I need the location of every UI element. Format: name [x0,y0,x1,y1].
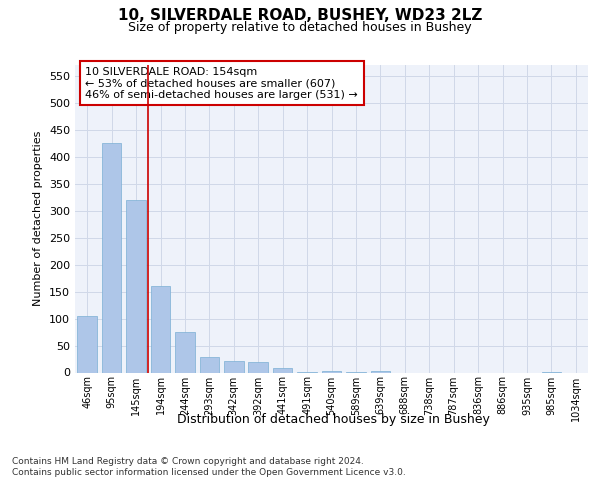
Bar [175,332,194,372]
Bar [322,371,341,372]
Bar [151,286,170,372]
Bar [248,362,268,372]
Text: 10, SILVERDALE ROAD, BUSHEY, WD23 2LZ: 10, SILVERDALE ROAD, BUSHEY, WD23 2LZ [118,8,482,22]
Y-axis label: Number of detached properties: Number of detached properties [34,131,43,306]
Text: 10 SILVERDALE ROAD: 154sqm
← 53% of detached houses are smaller (607)
46% of sem: 10 SILVERDALE ROAD: 154sqm ← 53% of deta… [85,66,358,100]
Text: Contains HM Land Registry data © Crown copyright and database right 2024.
Contai: Contains HM Land Registry data © Crown c… [12,458,406,477]
Text: Size of property relative to detached houses in Bushey: Size of property relative to detached ho… [128,21,472,34]
Bar [127,200,146,372]
Bar [224,360,244,372]
Bar [273,368,292,372]
Bar [77,316,97,372]
Text: Distribution of detached houses by size in Bushey: Distribution of detached houses by size … [176,412,490,426]
Bar [200,358,219,372]
Bar [102,143,121,372]
Bar [371,371,390,372]
